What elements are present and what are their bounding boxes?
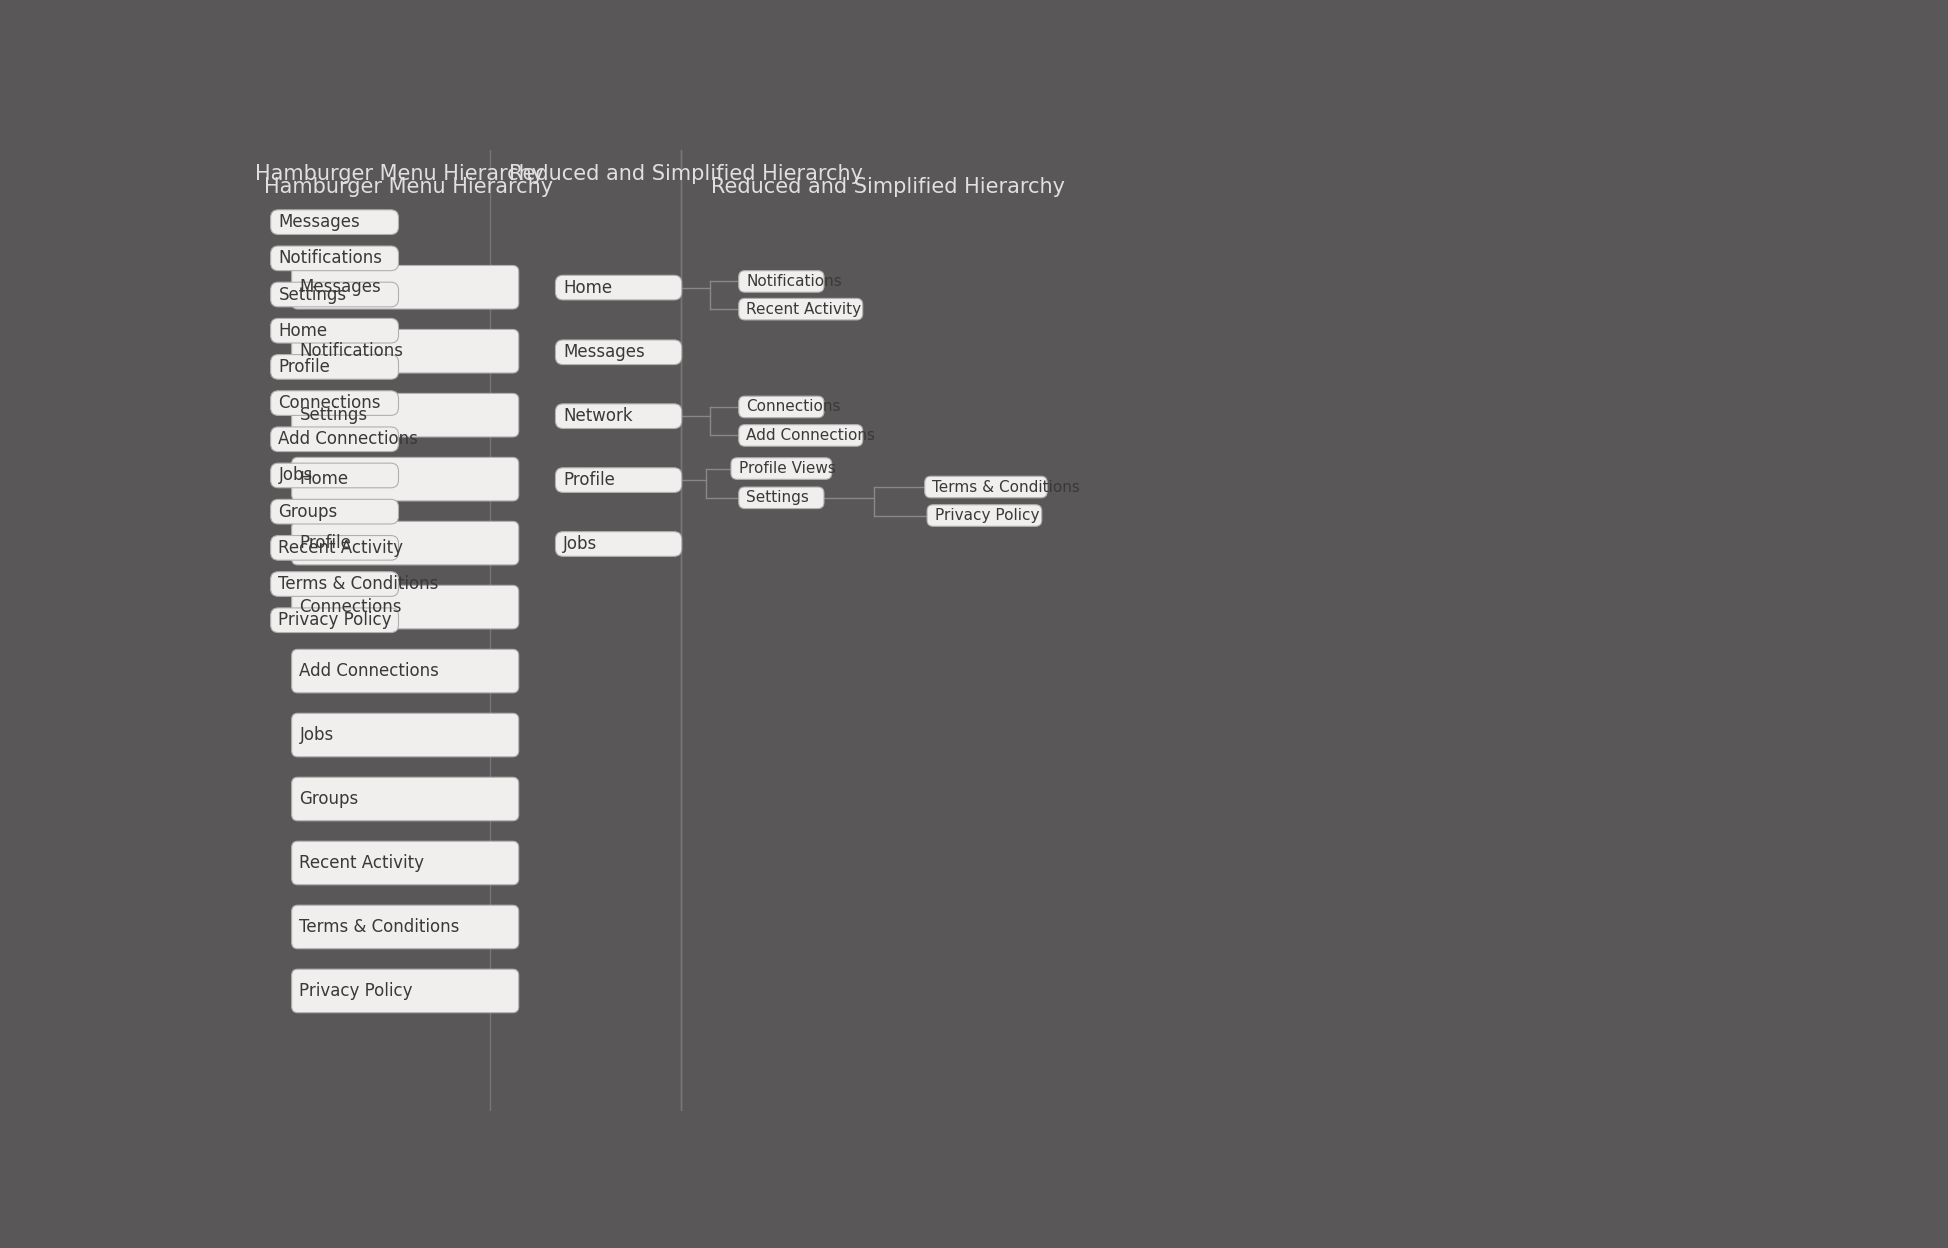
FancyBboxPatch shape [292, 970, 518, 1012]
Text: Notifications: Notifications [279, 250, 382, 267]
FancyBboxPatch shape [271, 246, 399, 271]
FancyBboxPatch shape [292, 522, 518, 565]
Text: Messages: Messages [563, 343, 645, 361]
Text: Add Connections: Add Connections [746, 428, 875, 443]
Text: Settings: Settings [279, 286, 347, 303]
Text: Profile Views: Profile Views [738, 461, 836, 475]
FancyBboxPatch shape [555, 404, 682, 428]
Text: Connections: Connections [279, 394, 382, 412]
FancyBboxPatch shape [271, 318, 399, 343]
Text: Settings: Settings [300, 406, 368, 424]
Text: Settings: Settings [746, 490, 808, 505]
Text: Home: Home [300, 470, 349, 488]
Text: Notifications: Notifications [300, 342, 403, 361]
FancyBboxPatch shape [738, 424, 863, 447]
Text: Recent Activity: Recent Activity [746, 302, 861, 317]
FancyBboxPatch shape [271, 210, 399, 235]
Text: Privacy Policy: Privacy Policy [935, 508, 1040, 523]
Text: Add Connections: Add Connections [279, 431, 419, 448]
FancyBboxPatch shape [555, 532, 682, 557]
Text: Terms & Conditions: Terms & Conditions [279, 575, 438, 593]
FancyBboxPatch shape [730, 458, 832, 479]
FancyBboxPatch shape [738, 271, 824, 292]
Text: Profile: Profile [279, 358, 331, 376]
Text: Network: Network [563, 407, 633, 426]
Text: Reduced and Simplified Hierarchy: Reduced and Simplified Hierarchy [508, 163, 863, 183]
Text: Groups: Groups [279, 503, 337, 520]
FancyBboxPatch shape [292, 778, 518, 821]
Text: Terms & Conditions: Terms & Conditions [933, 479, 1081, 494]
FancyBboxPatch shape [292, 905, 518, 948]
FancyBboxPatch shape [271, 572, 399, 597]
FancyBboxPatch shape [555, 468, 682, 493]
Text: Jobs: Jobs [279, 467, 312, 484]
Text: Notifications: Notifications [746, 273, 842, 290]
Text: Connections: Connections [300, 598, 401, 617]
FancyBboxPatch shape [292, 393, 518, 437]
FancyBboxPatch shape [271, 608, 399, 633]
FancyBboxPatch shape [271, 282, 399, 307]
Text: Profile: Profile [563, 470, 616, 489]
Text: Hamburger Menu Hierarchy: Hamburger Menu Hierarchy [255, 163, 543, 183]
Text: Recent Activity: Recent Activity [279, 539, 403, 557]
Text: Home: Home [563, 278, 612, 297]
FancyBboxPatch shape [292, 266, 518, 310]
Text: Reduced and Simplified Hierarchy: Reduced and Simplified Hierarchy [711, 177, 1066, 197]
FancyBboxPatch shape [292, 714, 518, 756]
Text: Messages: Messages [300, 278, 382, 296]
Text: Messages: Messages [279, 213, 360, 231]
FancyBboxPatch shape [925, 477, 1048, 498]
FancyBboxPatch shape [738, 298, 863, 319]
FancyBboxPatch shape [738, 487, 824, 509]
FancyBboxPatch shape [271, 535, 399, 560]
FancyBboxPatch shape [292, 841, 518, 885]
FancyBboxPatch shape [271, 427, 399, 452]
FancyBboxPatch shape [292, 329, 518, 373]
FancyBboxPatch shape [271, 354, 399, 379]
Text: Profile: Profile [300, 534, 351, 552]
Text: Add Connections: Add Connections [300, 663, 440, 680]
FancyBboxPatch shape [292, 585, 518, 629]
FancyBboxPatch shape [738, 396, 824, 418]
Text: Jobs: Jobs [563, 535, 598, 553]
FancyBboxPatch shape [555, 339, 682, 364]
Text: Groups: Groups [300, 790, 358, 807]
FancyBboxPatch shape [271, 463, 399, 488]
FancyBboxPatch shape [927, 504, 1042, 527]
FancyBboxPatch shape [271, 499, 399, 524]
Text: Jobs: Jobs [300, 726, 333, 744]
Text: Connections: Connections [746, 399, 842, 414]
Text: Privacy Policy: Privacy Policy [279, 612, 392, 629]
Text: Privacy Policy: Privacy Policy [300, 982, 413, 1000]
FancyBboxPatch shape [271, 391, 399, 416]
FancyBboxPatch shape [555, 276, 682, 300]
Text: Recent Activity: Recent Activity [300, 854, 425, 872]
FancyBboxPatch shape [292, 649, 518, 693]
Text: Home: Home [279, 322, 327, 339]
Text: Terms & Conditions: Terms & Conditions [300, 919, 460, 936]
FancyBboxPatch shape [292, 457, 518, 500]
Text: Hamburger Menu Hierarchy: Hamburger Menu Hierarchy [265, 177, 553, 197]
